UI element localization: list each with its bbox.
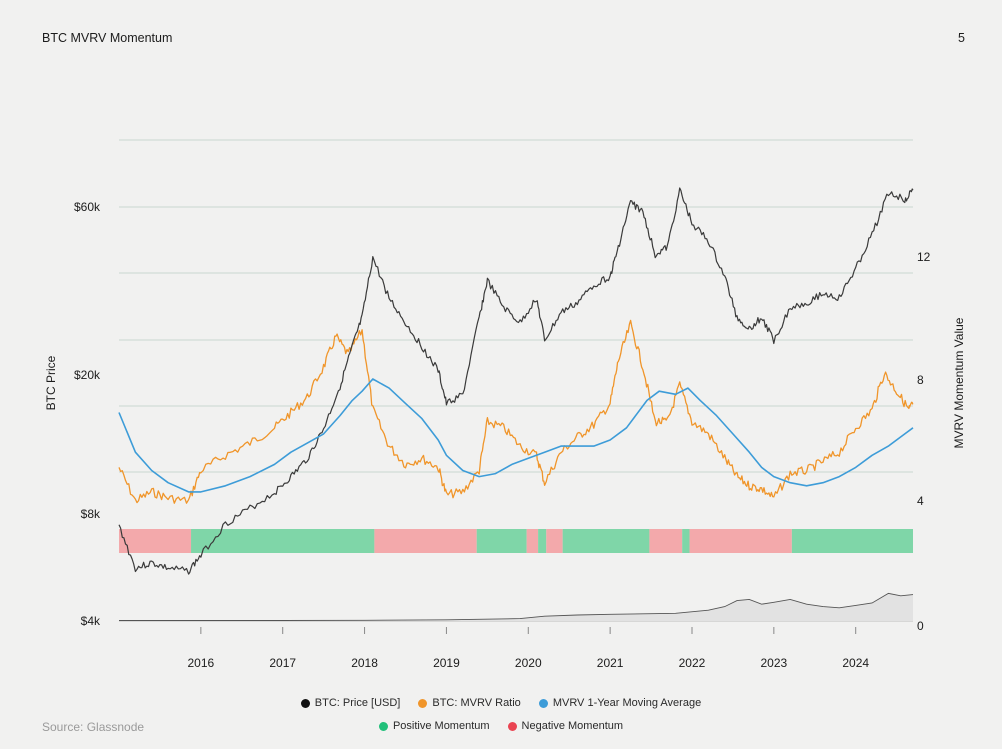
left-tick-label: $60k (74, 200, 101, 214)
momentum-band-negative (649, 529, 683, 553)
legend-dot-icon (507, 721, 517, 731)
legend-dot-icon (378, 721, 388, 731)
momentum-band-negative (374, 529, 477, 553)
legend-item-negative[interactable]: Negative Momentum (507, 720, 624, 732)
legend-row-2: Positive Momentum Negative Momentum (0, 720, 1002, 732)
legend-item-price[interactable]: BTC: Price [USD] (300, 697, 401, 709)
right-tick-label: 4 (917, 494, 924, 508)
legend-label: BTC: MVRV Ratio (432, 697, 521, 709)
left-axis-ticks: $4k $8k $20k $60k (74, 200, 101, 628)
momentum-band-positive (682, 529, 690, 553)
legend-label: Positive Momentum (392, 720, 490, 732)
left-tick-label: $4k (81, 614, 101, 628)
right-tick-label: 0 (917, 619, 924, 633)
momentum-band-negative (546, 529, 563, 553)
legend-dot-icon (300, 698, 310, 708)
x-tick-label: 2020 (515, 656, 542, 670)
right-tick-label: 12 (917, 250, 931, 264)
x-tick-label: 2022 (679, 656, 706, 670)
momentum-value-area (119, 593, 913, 621)
series-line-mvrv-ma (118, 378, 914, 493)
x-tick-label: 2024 (842, 656, 869, 670)
momentum-band-negative (689, 529, 792, 553)
chart: $4k $8k $20k $60k 0 4 8 12 2016 2017 2018 2019 202… (44, 139, 966, 670)
left-tick-label: $20k (74, 368, 101, 382)
series-line-btc-price (118, 187, 914, 575)
right-axis-ticks: 0 4 8 12 (917, 250, 931, 633)
legend-item-positive[interactable]: Positive Momentum (378, 720, 490, 732)
legend-label: BTC: Price [USD] (314, 697, 401, 709)
page-number: 5 (958, 31, 965, 45)
chart-title: BTC MVRV Momentum (42, 31, 173, 45)
source-note: Source: Glassnode (42, 720, 145, 734)
x-tick-label: 2019 (433, 656, 460, 670)
legend-item-mvrv[interactable]: BTC: MVRV Ratio (418, 697, 521, 709)
x-tick-label: 2023 (760, 656, 787, 670)
x-axis-ticks: 2016 2017 2018 2019 2020 2021 2022 2023 2024 (188, 627, 869, 670)
momentum-band-positive (191, 529, 375, 553)
legend-dot-icon (538, 698, 548, 708)
legend-dot-icon (418, 698, 428, 708)
momentum-band-negative (119, 529, 192, 553)
series-line-mvrv-ratio (118, 319, 914, 504)
momentum-value-line (119, 592, 914, 621)
momentum-band-negative (526, 529, 539, 553)
momentum-band-positive (791, 529, 913, 553)
legend-label: Negative Momentum (521, 720, 624, 732)
x-tick-label: 2021 (597, 656, 624, 670)
right-axis-label: MVRV Momentum Value (952, 317, 966, 448)
x-tick-label: 2017 (269, 656, 296, 670)
momentum-band-positive (562, 529, 650, 553)
left-tick-label: $8k (81, 507, 101, 521)
momentum-band-positive (538, 529, 547, 553)
series-lines (118, 187, 914, 575)
legend-item-ma[interactable]: MVRV 1-Year Moving Average (538, 697, 702, 709)
x-tick-label: 2016 (188, 656, 215, 670)
momentum-bands (119, 529, 913, 553)
momentum-band-positive (476, 529, 527, 553)
left-axis-label: BTC Price (44, 355, 58, 410)
right-tick-label: 8 (917, 373, 924, 387)
legend-label: MVRV 1-Year Moving Average (552, 697, 702, 709)
legend-row-1: BTC: Price [USD] BTC: MVRV Ratio MVRV 1-… (0, 697, 1002, 709)
x-tick-label: 2018 (351, 656, 378, 670)
momentum-value-panel (119, 592, 914, 621)
